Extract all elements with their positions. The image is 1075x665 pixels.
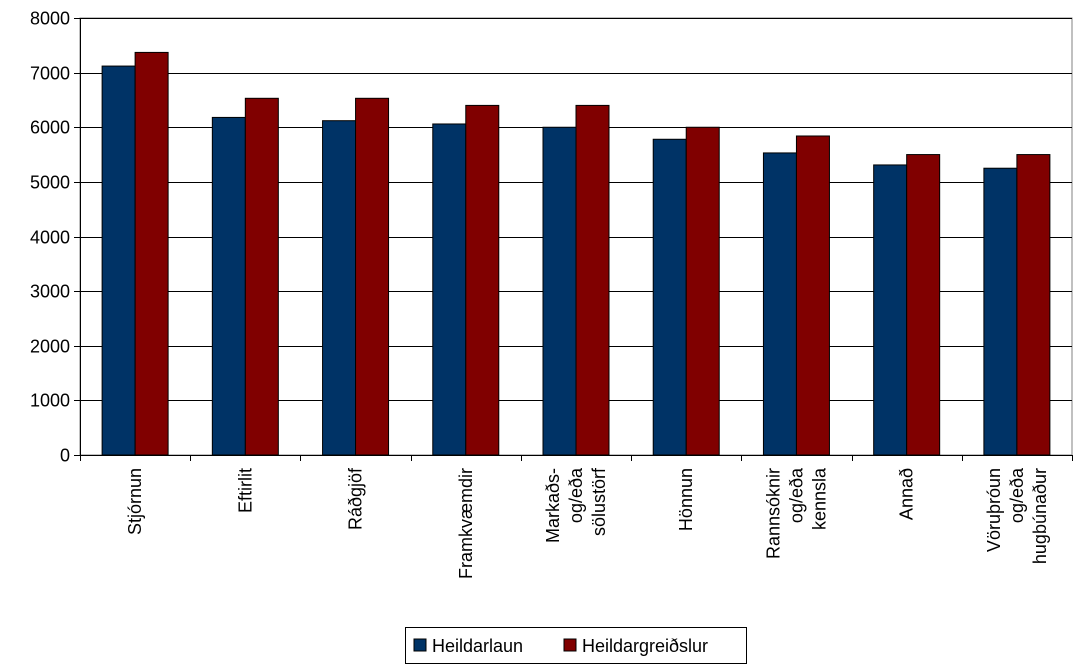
y-tick-label: 6000 xyxy=(30,118,70,138)
bar-heildarlaun xyxy=(433,124,466,455)
y-tick-label: 2000 xyxy=(30,337,70,357)
bar-heildargreidslur xyxy=(907,155,940,455)
x-category-label: Annað xyxy=(897,468,917,520)
y-tick-label: 1000 xyxy=(30,391,70,411)
x-category-label: Eftirlit xyxy=(235,468,255,513)
bar-heildargreidslur xyxy=(796,136,829,455)
bar-heildargreidslur xyxy=(466,105,499,455)
x-category-label-line: Stjórnun xyxy=(125,468,145,535)
legend-swatch xyxy=(414,639,426,651)
x-category-label: Hönnun xyxy=(676,468,696,531)
bar-heildarlaun xyxy=(543,127,576,455)
y-axis: 0 1000 2000 3000 4000 5000 6000 7000 8000 xyxy=(30,9,81,466)
bar-heildargreidslur xyxy=(1017,155,1050,455)
x-category-label: Markaðs-og/eða sölustörf xyxy=(543,467,609,543)
bar-heildarlaun xyxy=(874,165,907,455)
x-category-label: Stjórnun xyxy=(125,468,145,535)
legend: Heildarlaun Heildargreiðslur xyxy=(406,628,747,664)
y-tick-label: 7000 xyxy=(30,64,70,84)
legend-label: Heildarlaun xyxy=(432,636,523,656)
bar-heildargreidslur xyxy=(135,52,168,455)
bar-heildarlaun xyxy=(763,153,796,455)
bar-heildargreidslur xyxy=(245,98,278,455)
x-category-label-line: Vöruþróun xyxy=(984,468,1004,552)
x-category-label-line: og/eða xyxy=(1007,467,1027,523)
bar-heildargreidslur xyxy=(356,98,389,455)
x-axis: Stjórnun Eftirlit Ráðgjöf Framkvæmdir Markað… xyxy=(80,455,1073,579)
y-tick-label: 0 xyxy=(60,446,70,466)
y-tick-label: 3000 xyxy=(30,282,70,302)
x-category-label-line: Ráðgjöf xyxy=(346,467,366,530)
x-category-label-line: og/eða xyxy=(786,467,806,523)
x-category-label: Vöruþróun og/eða hugbúnaður xyxy=(984,467,1050,564)
x-category-label: Ráðgjöf xyxy=(346,467,366,530)
bar-heildargreidslur xyxy=(686,127,719,455)
bar-heildarlaun xyxy=(984,168,1017,455)
x-category-label: Rannsóknir og/eða kennsla xyxy=(763,467,829,559)
bar-heildarlaun xyxy=(212,117,245,455)
x-category-label-line: og/eða xyxy=(566,467,586,523)
legend-label: Heildargreiðslur xyxy=(582,636,708,656)
x-category-label-line: Eftirlit xyxy=(235,468,255,513)
x-category-label: Framkvæmdir xyxy=(456,468,476,579)
bar-heildarlaun xyxy=(323,121,356,455)
x-category-label-line: Rannsóknir xyxy=(763,468,783,559)
x-category-label-line: sölustörf xyxy=(589,467,609,536)
x-category-label-line: kennsla xyxy=(809,467,829,530)
x-category-label-line: Framkvæmdir xyxy=(456,468,476,579)
x-category-label-line: Annað xyxy=(897,468,917,520)
legend-swatch xyxy=(564,639,576,651)
y-tick-label: 5000 xyxy=(30,173,70,193)
y-tick-label: 8000 xyxy=(30,9,70,29)
bar-heildarlaun xyxy=(653,139,686,455)
x-category-label-line: Markaðs- xyxy=(543,468,563,543)
x-category-label-line: hugbúnaður xyxy=(1030,468,1050,564)
bar-heildarlaun xyxy=(102,66,135,455)
bar-heildargreidslur xyxy=(576,105,609,455)
y-tick-label: 4000 xyxy=(30,228,70,248)
x-category-label-line: Hönnun xyxy=(676,468,696,531)
